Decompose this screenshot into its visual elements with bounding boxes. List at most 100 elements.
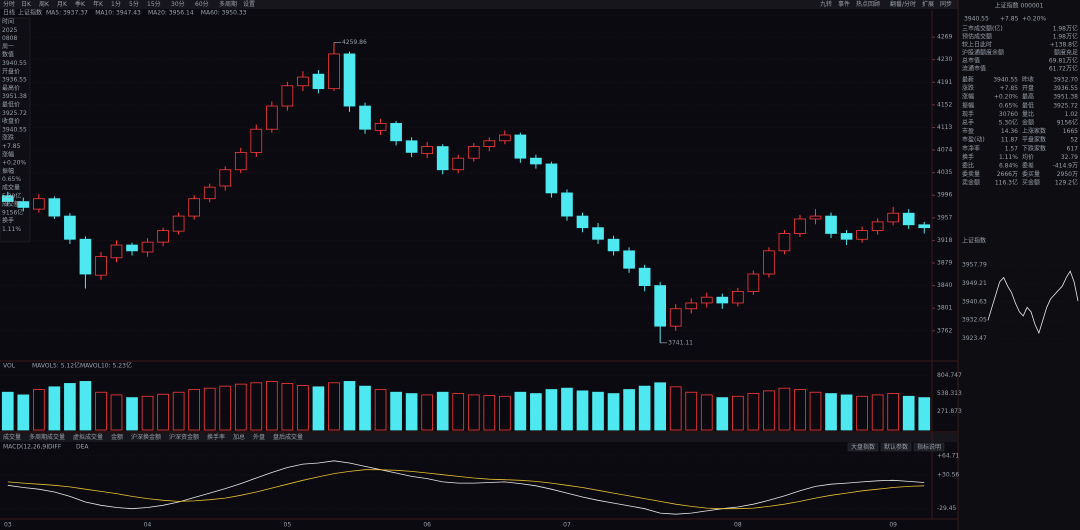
toolbar-tab[interactable]: 1分 xyxy=(111,0,121,8)
volume-bar xyxy=(110,394,123,431)
sidebar-label: 下跌家数 xyxy=(1022,144,1046,152)
volume-bar xyxy=(17,394,30,431)
button[interactable] xyxy=(880,442,912,452)
candle-body xyxy=(607,238,620,252)
candle-body xyxy=(1,195,14,203)
button-label[interactable]: 默认参数 xyxy=(884,443,908,451)
toolbar-tab[interactable]: 月K xyxy=(57,1,68,8)
volume-bar xyxy=(421,394,434,431)
volume-bar xyxy=(530,393,542,431)
volume-bar xyxy=(157,393,169,431)
candle-body xyxy=(95,256,107,276)
sidebar-value: 额度充足 xyxy=(1054,49,1078,57)
toolbar-tab[interactable]: 15分 xyxy=(147,0,161,8)
sidebar-value: 116.3亿 xyxy=(995,179,1018,187)
toolbar-tab[interactable]: 多周期 xyxy=(219,0,237,8)
toolbar-button[interactable]: 同步 xyxy=(940,0,952,8)
indicator-tab[interactable]: 外盘 xyxy=(253,433,265,441)
toolbar-button[interactable]: 扩展 xyxy=(922,0,934,8)
button-label[interactable]: 指标说明 xyxy=(917,443,941,451)
toolbar-tab[interactable]: 日K xyxy=(21,1,32,8)
sidebar-value: 2666万 xyxy=(997,171,1018,178)
volume-bar xyxy=(498,395,511,431)
indicator-tab[interactable]: 金额 xyxy=(111,433,123,441)
sidebar-label: 流通市值 xyxy=(962,65,986,73)
volume-bar xyxy=(902,395,915,431)
sidebar-label: 预估成交额 xyxy=(962,33,992,41)
sidebar-value: 32.79 xyxy=(1061,154,1078,161)
sidebar-label: 委差 xyxy=(1022,162,1034,170)
toolbar-tab[interactable]: 年K xyxy=(93,0,104,8)
candle-body xyxy=(203,186,216,200)
toolbar-tab[interactable]: 30分 xyxy=(171,0,185,8)
info-item: 3925.72 xyxy=(2,110,27,117)
indicator-tab[interactable]: 加总 xyxy=(233,433,245,441)
button[interactable] xyxy=(847,442,879,452)
volume-bar xyxy=(825,393,837,431)
volume-bar xyxy=(576,390,589,431)
legend-item: MA5: 3937.37 xyxy=(46,10,88,17)
sidebar-label: 最新 xyxy=(962,76,974,84)
sidebar-label: 最高 xyxy=(1022,93,1034,101)
candle-body xyxy=(902,212,915,226)
toolbar-button[interactable]: 热点回顾 xyxy=(856,0,880,8)
indicator-tab[interactable]: 沪深换金额 xyxy=(131,433,161,441)
sidebar-label: 涨幅 xyxy=(962,93,974,101)
toolbar-button[interactable]: 九转 xyxy=(820,0,832,8)
candle-body xyxy=(794,218,806,234)
indicator-tab[interactable]: 盘后成交量 xyxy=(273,433,303,441)
info-item: 振幅 xyxy=(2,167,14,175)
sidebar-value: 3936.55 xyxy=(1053,85,1078,92)
toolbar-tab[interactable]: 设置 xyxy=(243,0,255,8)
volume-bar xyxy=(359,385,371,431)
indicator-tab[interactable]: 成交量 xyxy=(3,433,21,441)
sidebar-label: 量比 xyxy=(1022,110,1034,118)
toolbar-tab[interactable]: 60分 xyxy=(195,0,209,8)
macd-legend: DEA xyxy=(76,444,89,451)
y-tick-label: 3801 xyxy=(937,305,952,312)
sidebar-label: 卖金额 xyxy=(962,179,980,187)
volume-bar xyxy=(623,389,635,431)
info-item: 涨跌 xyxy=(2,134,14,142)
volume-bar xyxy=(390,391,402,431)
sidebar-label: 上涨家数 xyxy=(1022,127,1046,135)
candle-body xyxy=(654,285,667,327)
macd-title: MACD(12,26,9) xyxy=(3,444,49,451)
button-label[interactable]: 大盘指数 xyxy=(851,443,875,451)
candle-body xyxy=(638,267,651,286)
indicator-tab[interactable]: 虚拟成交量 xyxy=(73,433,103,441)
info-item: 收盘价 xyxy=(2,117,20,125)
toolbar-tab[interactable]: 季K xyxy=(75,0,86,8)
high-annotation: 4259.86 xyxy=(342,39,367,46)
indicator-tab[interactable]: 换手率 xyxy=(207,433,225,441)
indicator-tab[interactable]: 多周期成交量 xyxy=(29,433,65,441)
toolbar-tab[interactable]: 分时 xyxy=(3,0,15,8)
sidebar-label: 均价 xyxy=(1022,153,1034,161)
info-item: 成交额 xyxy=(2,200,20,208)
sidebar-value: 11.87 xyxy=(1001,137,1018,144)
volume-bar xyxy=(172,391,185,431)
info-item: 9156亿 xyxy=(2,208,23,216)
volume-bar xyxy=(561,387,573,431)
toolbar-button[interactable]: 翻番/分时 xyxy=(890,0,916,8)
indicator-tab-bar xyxy=(0,433,958,442)
candle-body xyxy=(763,250,775,275)
toolbar-button[interactable]: 事件 xyxy=(838,0,850,8)
candle-body xyxy=(64,215,76,240)
legend-period: 日线 xyxy=(3,9,15,17)
volume-bar xyxy=(265,381,278,431)
volume-bar xyxy=(188,389,201,431)
info-item: 3940.55 xyxy=(2,60,27,67)
info-item: +0.20% xyxy=(2,160,26,167)
intraday-line xyxy=(987,270,1079,335)
volume-bar xyxy=(685,391,698,431)
info-item: 涨幅 xyxy=(2,150,14,158)
sidebar-value: 52 xyxy=(1070,137,1078,144)
button[interactable] xyxy=(913,442,945,452)
volume-bar xyxy=(141,395,154,431)
sidebar-label: 振幅 xyxy=(962,101,974,109)
toolbar-tab[interactable]: 5分 xyxy=(129,0,139,8)
volume-bar xyxy=(467,394,480,431)
indicator-tab[interactable]: 沪深资金额 xyxy=(169,433,199,441)
toolbar-tab[interactable]: 周K xyxy=(39,1,50,8)
